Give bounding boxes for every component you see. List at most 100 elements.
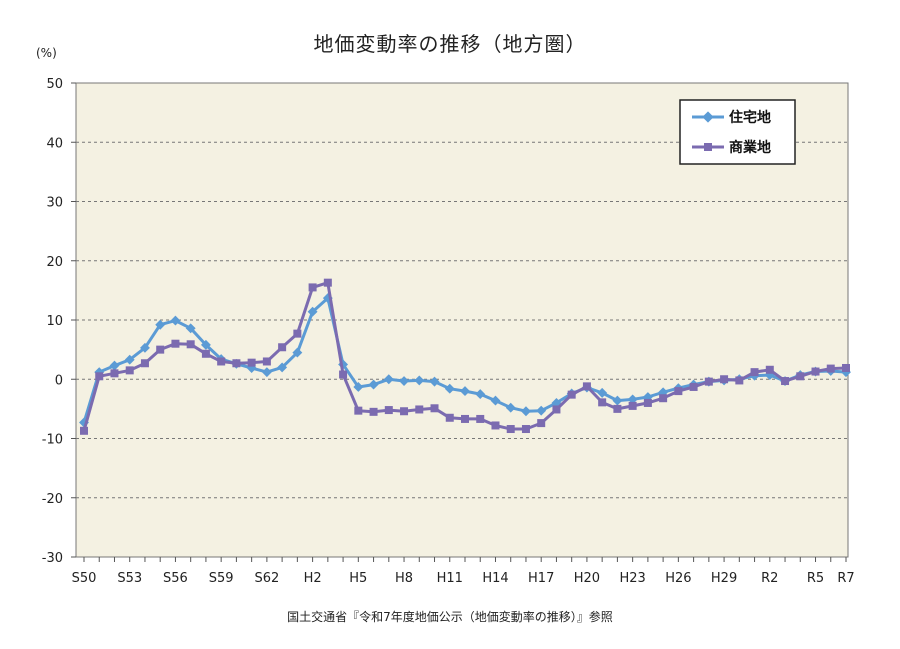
- data-point: [811, 367, 820, 376]
- data-point: [384, 406, 393, 415]
- legend-marker-commercial: [704, 143, 712, 151]
- data-point: [292, 347, 303, 358]
- data-point: [613, 404, 622, 413]
- data-point: [80, 426, 88, 435]
- x-tick-label: H23: [619, 571, 645, 586]
- data-point: [476, 414, 485, 423]
- data-point: [185, 323, 196, 334]
- data-point: [781, 377, 790, 386]
- legend-label-commercial: 商業地: [729, 139, 771, 156]
- y-tick-label: 20: [46, 255, 63, 270]
- x-tick-label: R2: [761, 571, 778, 586]
- x-tick-label: H8: [395, 571, 413, 586]
- data-point: [627, 394, 638, 405]
- x-tick-label: H11: [437, 571, 463, 586]
- data-point: [430, 404, 439, 413]
- data-point: [475, 389, 486, 400]
- data-point: [643, 398, 652, 407]
- data-point: [689, 382, 698, 391]
- x-tick-label: S56: [163, 571, 188, 586]
- data-point: [796, 372, 805, 381]
- y-tick-label: 50: [46, 77, 63, 92]
- y-tick-label: 10: [46, 314, 63, 329]
- data-point: [368, 379, 379, 390]
- y-axis-ticks: 50 40 30 20 10 0 -10 -20 -30: [42, 77, 76, 566]
- series-commercial: [80, 278, 850, 435]
- x-tick-label: H26: [665, 571, 691, 586]
- data-point: [460, 386, 470, 397]
- legend-box: [679, 99, 796, 165]
- data-point: [171, 339, 180, 348]
- data-point: [750, 368, 759, 377]
- data-point: [537, 419, 546, 428]
- data-point: [597, 387, 608, 398]
- data-point: [612, 395, 623, 406]
- x-tick-label: S62: [254, 571, 279, 586]
- data-point: [110, 369, 119, 378]
- y-tick-label: -20: [42, 492, 63, 507]
- data-point: [261, 367, 272, 378]
- data-point: [415, 405, 424, 414]
- data-point: [217, 357, 226, 366]
- x-tick-label: S53: [117, 571, 142, 586]
- x-tick-label: H17: [528, 571, 554, 586]
- data-point: [598, 398, 607, 407]
- series-group: [79, 278, 851, 435]
- data-point: [521, 406, 531, 417]
- x-tick-label: H29: [711, 571, 737, 586]
- y-tick-label: 0: [55, 373, 63, 388]
- data-point: [491, 421, 500, 430]
- x-tick-label: H5: [349, 571, 367, 586]
- data-point: [461, 414, 469, 423]
- x-tick-label: H20: [574, 571, 600, 586]
- data-point: [720, 375, 729, 384]
- data-point: [521, 425, 530, 434]
- data-point: [536, 405, 547, 416]
- source-note: 国土交通省『令和7年度地価公示（地価変動率の推移）』参照: [287, 610, 613, 624]
- data-point: [277, 362, 288, 373]
- data-point: [140, 359, 149, 368]
- data-point: [552, 405, 561, 414]
- data-point: [247, 358, 256, 367]
- x-tick-label: H2: [304, 571, 322, 586]
- data-point: [842, 363, 850, 372]
- y-tick-label: -30: [42, 551, 63, 566]
- data-point: [399, 376, 409, 386]
- data-point: [505, 402, 516, 413]
- data-point: [414, 375, 425, 386]
- data-point: [155, 319, 166, 330]
- y-tick-label: 30: [46, 196, 63, 211]
- data-point: [262, 357, 271, 366]
- data-point: [278, 343, 287, 352]
- x-axis-ticks: S50 S53 S56 S59 S62 H2 H5 H8 H11 H14 H17 H20 H23 H26 H…: [72, 557, 855, 586]
- legend-label-residential: 住宅地: [729, 109, 771, 126]
- data-point: [735, 376, 744, 385]
- data-point: [200, 339, 211, 350]
- data-point: [383, 374, 394, 385]
- legend[interactable]: 住宅地 商業地: [679, 99, 796, 165]
- data-point: [186, 340, 195, 349]
- data-point: [490, 395, 501, 406]
- y-axis-unit-label: (%): [36, 46, 57, 60]
- data-point: [567, 390, 576, 399]
- data-point: [232, 359, 241, 368]
- data-point: [444, 383, 455, 394]
- data-point: [429, 376, 440, 387]
- x-tick-label: R5: [807, 571, 824, 586]
- data-point: [125, 366, 134, 375]
- data-point: [170, 315, 181, 326]
- chart-title: 地価変動率の推移（地方圏）: [313, 32, 587, 56]
- data-point: [445, 413, 454, 422]
- data-point: [400, 407, 409, 416]
- data-point: [293, 329, 302, 338]
- data-point: [323, 278, 332, 287]
- x-tick-label: S59: [209, 571, 234, 586]
- data-point: [582, 382, 591, 391]
- data-point: [826, 364, 835, 373]
- data-point: [140, 342, 150, 353]
- data-point: [659, 394, 668, 403]
- data-point: [674, 387, 683, 396]
- data-point: [308, 283, 317, 292]
- data-point: [156, 345, 165, 354]
